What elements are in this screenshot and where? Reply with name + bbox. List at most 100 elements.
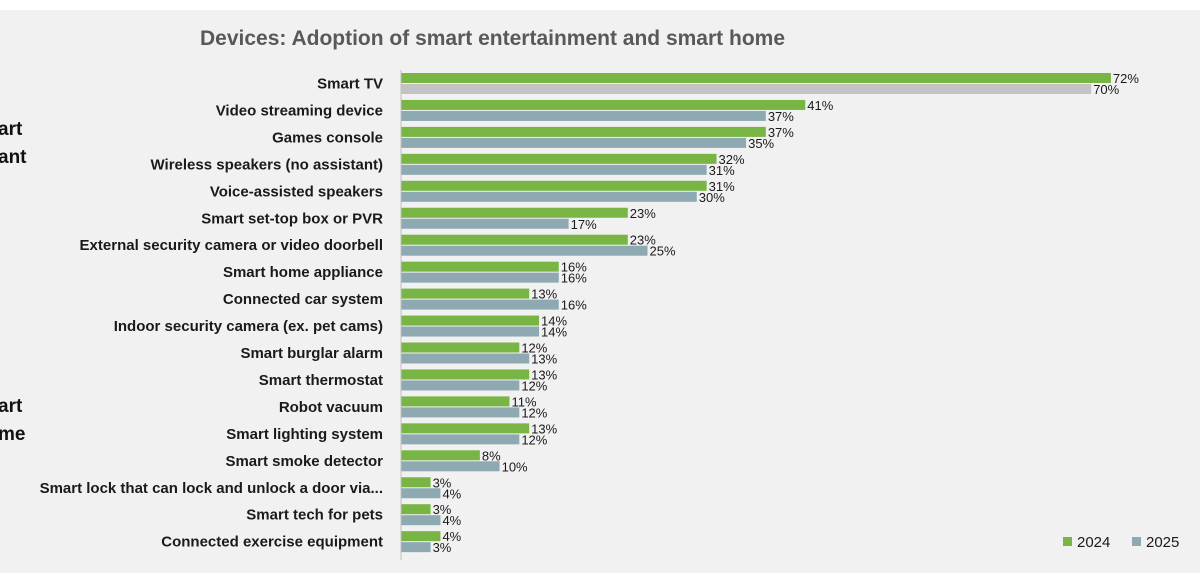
legend-label-2024: 2024 [1077, 534, 1110, 551]
bar-2024 [401, 180, 707, 191]
category-label: Smart home appliance [223, 264, 383, 281]
group-label-entertainment-line2: ant [0, 147, 27, 168]
bar-2024 [401, 531, 441, 542]
bar-2024 [401, 207, 628, 218]
data-label-2025: 16% [561, 271, 587, 286]
data-label-2025: 14% [541, 325, 567, 340]
bar-2025 [401, 542, 431, 553]
category-label: Smart thermostat [259, 372, 383, 389]
data-label-2024: 8% [482, 448, 501, 463]
category-label: Games console [272, 129, 383, 146]
data-label-2025: 13% [531, 352, 557, 367]
data-label-2025: 16% [561, 298, 587, 313]
bar-2024 [401, 450, 480, 461]
data-label-2024: 4% [442, 529, 461, 544]
bar-2024 [401, 315, 540, 326]
data-label-2025: 31% [709, 163, 735, 178]
data-label-2024: 72% [1113, 71, 1139, 86]
legend-label-2025: 2025 [1146, 534, 1179, 551]
bar-2024 [401, 261, 559, 272]
chart-title: Devices: Adoption of smart entertainment… [200, 27, 785, 50]
bar-2024 [401, 396, 510, 407]
data-label-2024: 12% [521, 341, 547, 356]
data-label-2025: 4% [442, 486, 461, 501]
category-label: Video streaming device [216, 102, 383, 119]
data-label-2024: 13% [531, 367, 557, 382]
bar-2025 [401, 434, 520, 445]
data-label-2025: 70% [1093, 82, 1119, 97]
data-label-2025: 12% [521, 405, 547, 420]
bar-2025 [401, 461, 500, 472]
bar-2025 [401, 326, 540, 337]
bar-2025 [401, 218, 569, 229]
category-label: Smart tech for pets [246, 507, 383, 524]
category-label: Wireless speakers (no assistant) [151, 156, 383, 173]
category-label: Smart smoke detector [225, 453, 383, 470]
data-label-2025: 4% [442, 513, 461, 528]
category-label: Smart lighting system [226, 426, 383, 443]
data-label-2025: 10% [502, 459, 528, 474]
data-label-2024: 37% [768, 125, 794, 140]
data-label-2025: 3% [433, 540, 452, 555]
category-label: Smart burglar alarm [240, 345, 383, 362]
bar-2025 [401, 137, 747, 148]
category-label: Smart set-top box or PVR [201, 210, 383, 227]
category-label: Robot vacuum [279, 399, 383, 416]
data-label-2024: 13% [531, 287, 557, 302]
bar-2025 [401, 299, 559, 310]
bar-2025 [401, 407, 520, 418]
category-label: Indoor security camera (ex. pet cams) [114, 318, 383, 335]
bar-2025 [401, 191, 697, 202]
data-label-2024: 11% [511, 394, 536, 409]
bar-2024 [401, 288, 530, 299]
data-label-2024: 31% [709, 179, 735, 194]
data-label-2025: 25% [650, 244, 676, 259]
category-label: Smart TV [317, 76, 383, 93]
data-label-2025: 12% [521, 378, 547, 393]
bar-2024 [401, 477, 431, 488]
category-label: Smart lock that can lock and unlock a do… [40, 480, 383, 497]
data-label-2024: 41% [807, 98, 833, 113]
data-label-2025: 17% [571, 217, 597, 232]
category-label: Connected car system [223, 291, 383, 308]
legend-swatch-2024 [1063, 537, 1072, 546]
data-label-2025: 30% [699, 190, 725, 205]
bar-2024 [401, 153, 717, 164]
bar-2025 [401, 84, 1092, 94]
category-label: External security camera or video doorbe… [80, 237, 383, 254]
legend-swatch-2025 [1132, 537, 1141, 546]
data-label-2024: 3% [433, 475, 452, 490]
data-label-2024: 16% [561, 260, 587, 275]
bar-2024 [401, 73, 1111, 83]
bar-2025 [401, 245, 648, 256]
bar-2025 [401, 515, 441, 526]
bar-2024 [401, 126, 766, 137]
data-label-2024: 13% [531, 421, 557, 436]
bar-2024 [401, 504, 431, 515]
bar-2024 [401, 423, 530, 434]
bar-2024 [401, 99, 806, 110]
category-label: Connected exercise equipment [161, 534, 383, 551]
bar-2024 [401, 342, 520, 353]
bar-2025 [401, 164, 707, 175]
bar-2025 [401, 110, 766, 121]
data-label-2024: 3% [433, 502, 452, 517]
bar-2025 [401, 272, 559, 283]
group-label-entertainment-line1: art [0, 119, 23, 140]
data-label-2025: 35% [748, 136, 774, 151]
data-label-2024: 32% [719, 152, 745, 167]
bar-2025 [401, 488, 441, 499]
bar-2025 [401, 380, 520, 391]
data-label-2024: 23% [630, 206, 656, 221]
data-label-2025: 37% [768, 109, 794, 124]
data-label-2024: 14% [541, 314, 567, 329]
bar-2024 [401, 369, 530, 380]
data-label-2024: 23% [630, 233, 656, 248]
bar-2025 [401, 353, 530, 364]
group-label-home-line1: art [0, 396, 23, 417]
group-label-home-line2: me [0, 424, 26, 445]
category-label: Voice-assisted speakers [210, 183, 383, 200]
data-label-2025: 12% [521, 432, 547, 447]
bar-2024 [401, 234, 628, 245]
